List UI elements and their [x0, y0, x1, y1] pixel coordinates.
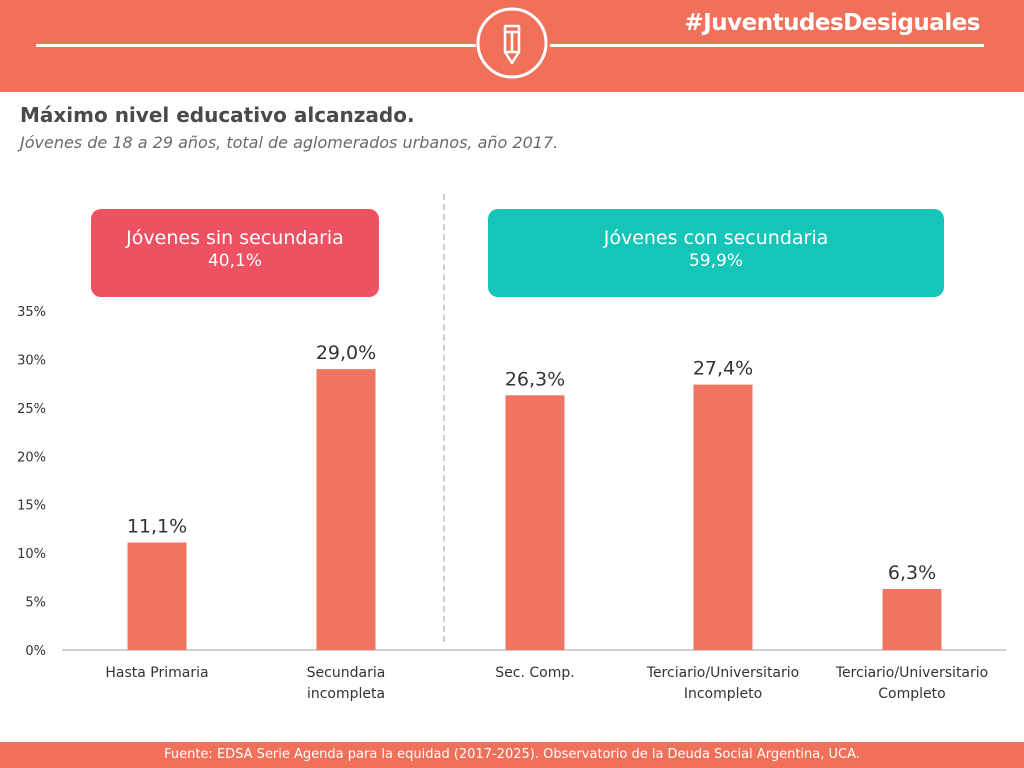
group-label: Jóvenes con secundaria [603, 227, 829, 249]
header-line-left [36, 44, 476, 47]
group-box-con-secundaria: Jóvenes con secundaria 59,9% [488, 209, 944, 297]
bar-value-label: 11,1% [127, 515, 187, 537]
y-tick-label: 0% [25, 644, 46, 659]
bar [505, 395, 565, 650]
y-tick-label: 20% [17, 450, 46, 465]
bar [316, 369, 376, 650]
y-tick-label: 25% [17, 402, 46, 417]
page-subtitle: Jóvenes de 18 a 29 años, total de aglome… [20, 133, 559, 152]
x-category-label: Sec. Comp. [495, 665, 574, 681]
x-category-label: incompleta [307, 686, 385, 702]
hashtag: #JuventudesDesiguales [684, 10, 980, 36]
y-tick-label: 10% [17, 547, 46, 562]
x-category-label: Secundaria [307, 665, 386, 681]
group-label: Jóvenes sin secundaria [126, 227, 344, 249]
pencil-icon [476, 7, 548, 79]
y-tick-label: 35% [17, 305, 46, 320]
title-suffix: . [406, 103, 415, 127]
x-category-label: Terciario/Universitario [646, 665, 799, 681]
y-tick-label: 15% [17, 499, 46, 514]
bar-value-label: 26,3% [505, 368, 565, 390]
footer-source: Fuente: EDSA Serie Agenda para la equida… [0, 742, 1024, 768]
group-box-sin-secundaria: Jóvenes sin secundaria 40,1% [91, 209, 379, 297]
x-category-label: Terciario/Universitario [835, 665, 988, 681]
x-category-label: Hasta Primaria [105, 665, 208, 681]
page-title: Máximo nivel educativo alcanzado. [20, 103, 415, 127]
bar [882, 588, 942, 650]
bar [127, 542, 187, 650]
title-text: Máximo nivel educativo alcanzado [20, 103, 407, 127]
x-category-label: Completo [878, 686, 945, 702]
y-tick-label: 30% [17, 353, 46, 368]
bar-value-label: 27,4% [693, 358, 753, 380]
bar-value-label: 6,3% [888, 562, 936, 584]
group-value: 59,9% [688, 251, 743, 271]
group-value: 40,1% [207, 251, 262, 271]
group-divider [443, 194, 445, 642]
bar-chart: 0% 5% 10% 15% 20% 25% 30% 35% 11,1% Hasta Primari… [17, 305, 1006, 702]
bar [693, 384, 753, 650]
header-line-right [550, 44, 984, 47]
y-tick-label: 5% [25, 596, 46, 611]
bar-value-label: 29,0% [316, 342, 376, 364]
x-category-label: Incompleto [684, 686, 762, 702]
